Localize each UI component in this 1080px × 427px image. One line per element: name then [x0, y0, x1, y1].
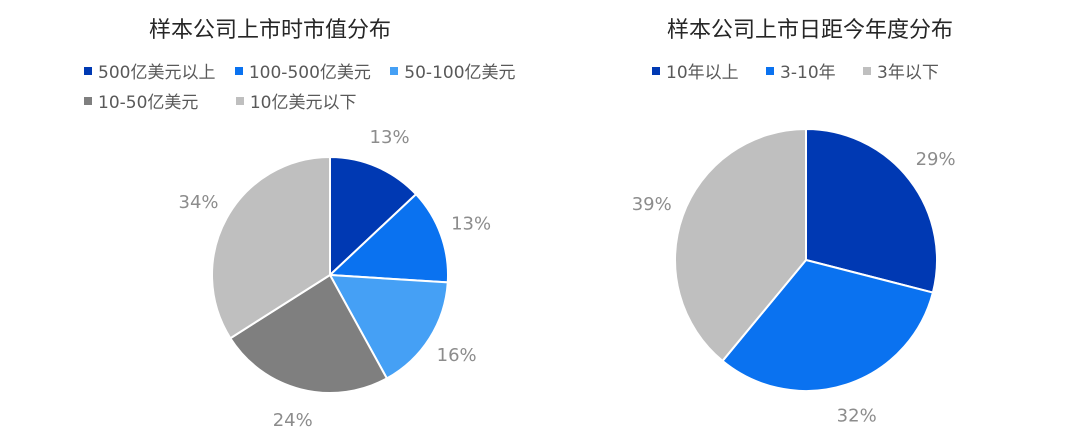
slice-percent-label: 32%: [837, 405, 877, 426]
slice-percent-label: 24%: [273, 410, 313, 427]
slice-percent-label: 13%: [451, 214, 491, 235]
legend-item: 3年以下: [863, 58, 939, 88]
legend-label: 3年以下: [877, 63, 939, 83]
slice-percent-label: 13%: [370, 127, 410, 148]
pie-slice: [329, 156, 418, 276]
legend-label: 10年以上: [666, 63, 739, 83]
legend-item: 3-10年: [766, 58, 836, 88]
pie-slice: [721, 259, 934, 392]
pie-slice: [674, 128, 807, 362]
legend-swatch: [84, 67, 92, 75]
slice-percent-label: 39%: [632, 194, 672, 215]
legend-item: 100-500亿美元: [234, 58, 371, 88]
pie-slice: [805, 128, 938, 294]
legend-label: 50-100亿美元: [404, 63, 516, 83]
legend-label: 100-500亿美元: [248, 63, 371, 83]
legend-item: 50-100亿美元: [390, 58, 516, 88]
chart-title: 样本公司上市时市值分布: [148, 18, 391, 43]
pie-slice: [329, 193, 449, 284]
legend-label: 500亿美元以上: [98, 63, 216, 83]
legend-swatch: [234, 67, 243, 75]
listing-age-pie-panel: 样本公司上市日距今年度分布 10年以上 3-10年 3年以下 29% 32% 39%: [540, 0, 1080, 427]
pie-slice: [329, 274, 449, 380]
legend-swatch: [390, 67, 399, 75]
legend-swatch: [766, 67, 775, 75]
legend-label: 10亿美元以下: [249, 93, 357, 113]
legend-label: 10-50亿美元: [98, 93, 199, 113]
listing-age-pie: 29% 32% 39%: [632, 128, 956, 426]
legend-swatch: [652, 67, 660, 75]
legend: 500亿美元以上 100-500亿美元 50-100亿美元 10-50亿美元 1…: [84, 58, 530, 118]
legend-label: 3-10年: [780, 63, 836, 83]
legend-item: 10亿美元以下: [235, 88, 357, 118]
slice-percent-label: 34%: [179, 192, 219, 213]
legend-swatch: [235, 97, 244, 105]
legend-item: 500亿美元以上: [84, 58, 215, 88]
market-cap-pie: 13% 13% 16% 24% 34%: [179, 127, 492, 427]
slice-percent-label: 29%: [916, 149, 956, 170]
chart-title: 样本公司上市日距今年度分布: [666, 18, 953, 43]
market-cap-pie-panel: 样本公司上市时市值分布 500亿美元以上 100-500亿美元 50-100亿美…: [84, 18, 530, 427]
legend-item: 10年以上: [652, 58, 739, 88]
legend-swatch: [84, 97, 92, 105]
legend-swatch: [863, 67, 872, 75]
legend-item: 10-50亿美元: [84, 88, 198, 118]
pie-slice: [229, 274, 388, 394]
legend: 10年以上 3-10年 3年以下: [652, 58, 953, 88]
pie-slice: [211, 156, 331, 340]
slice-percent-label: 16%: [437, 345, 477, 366]
